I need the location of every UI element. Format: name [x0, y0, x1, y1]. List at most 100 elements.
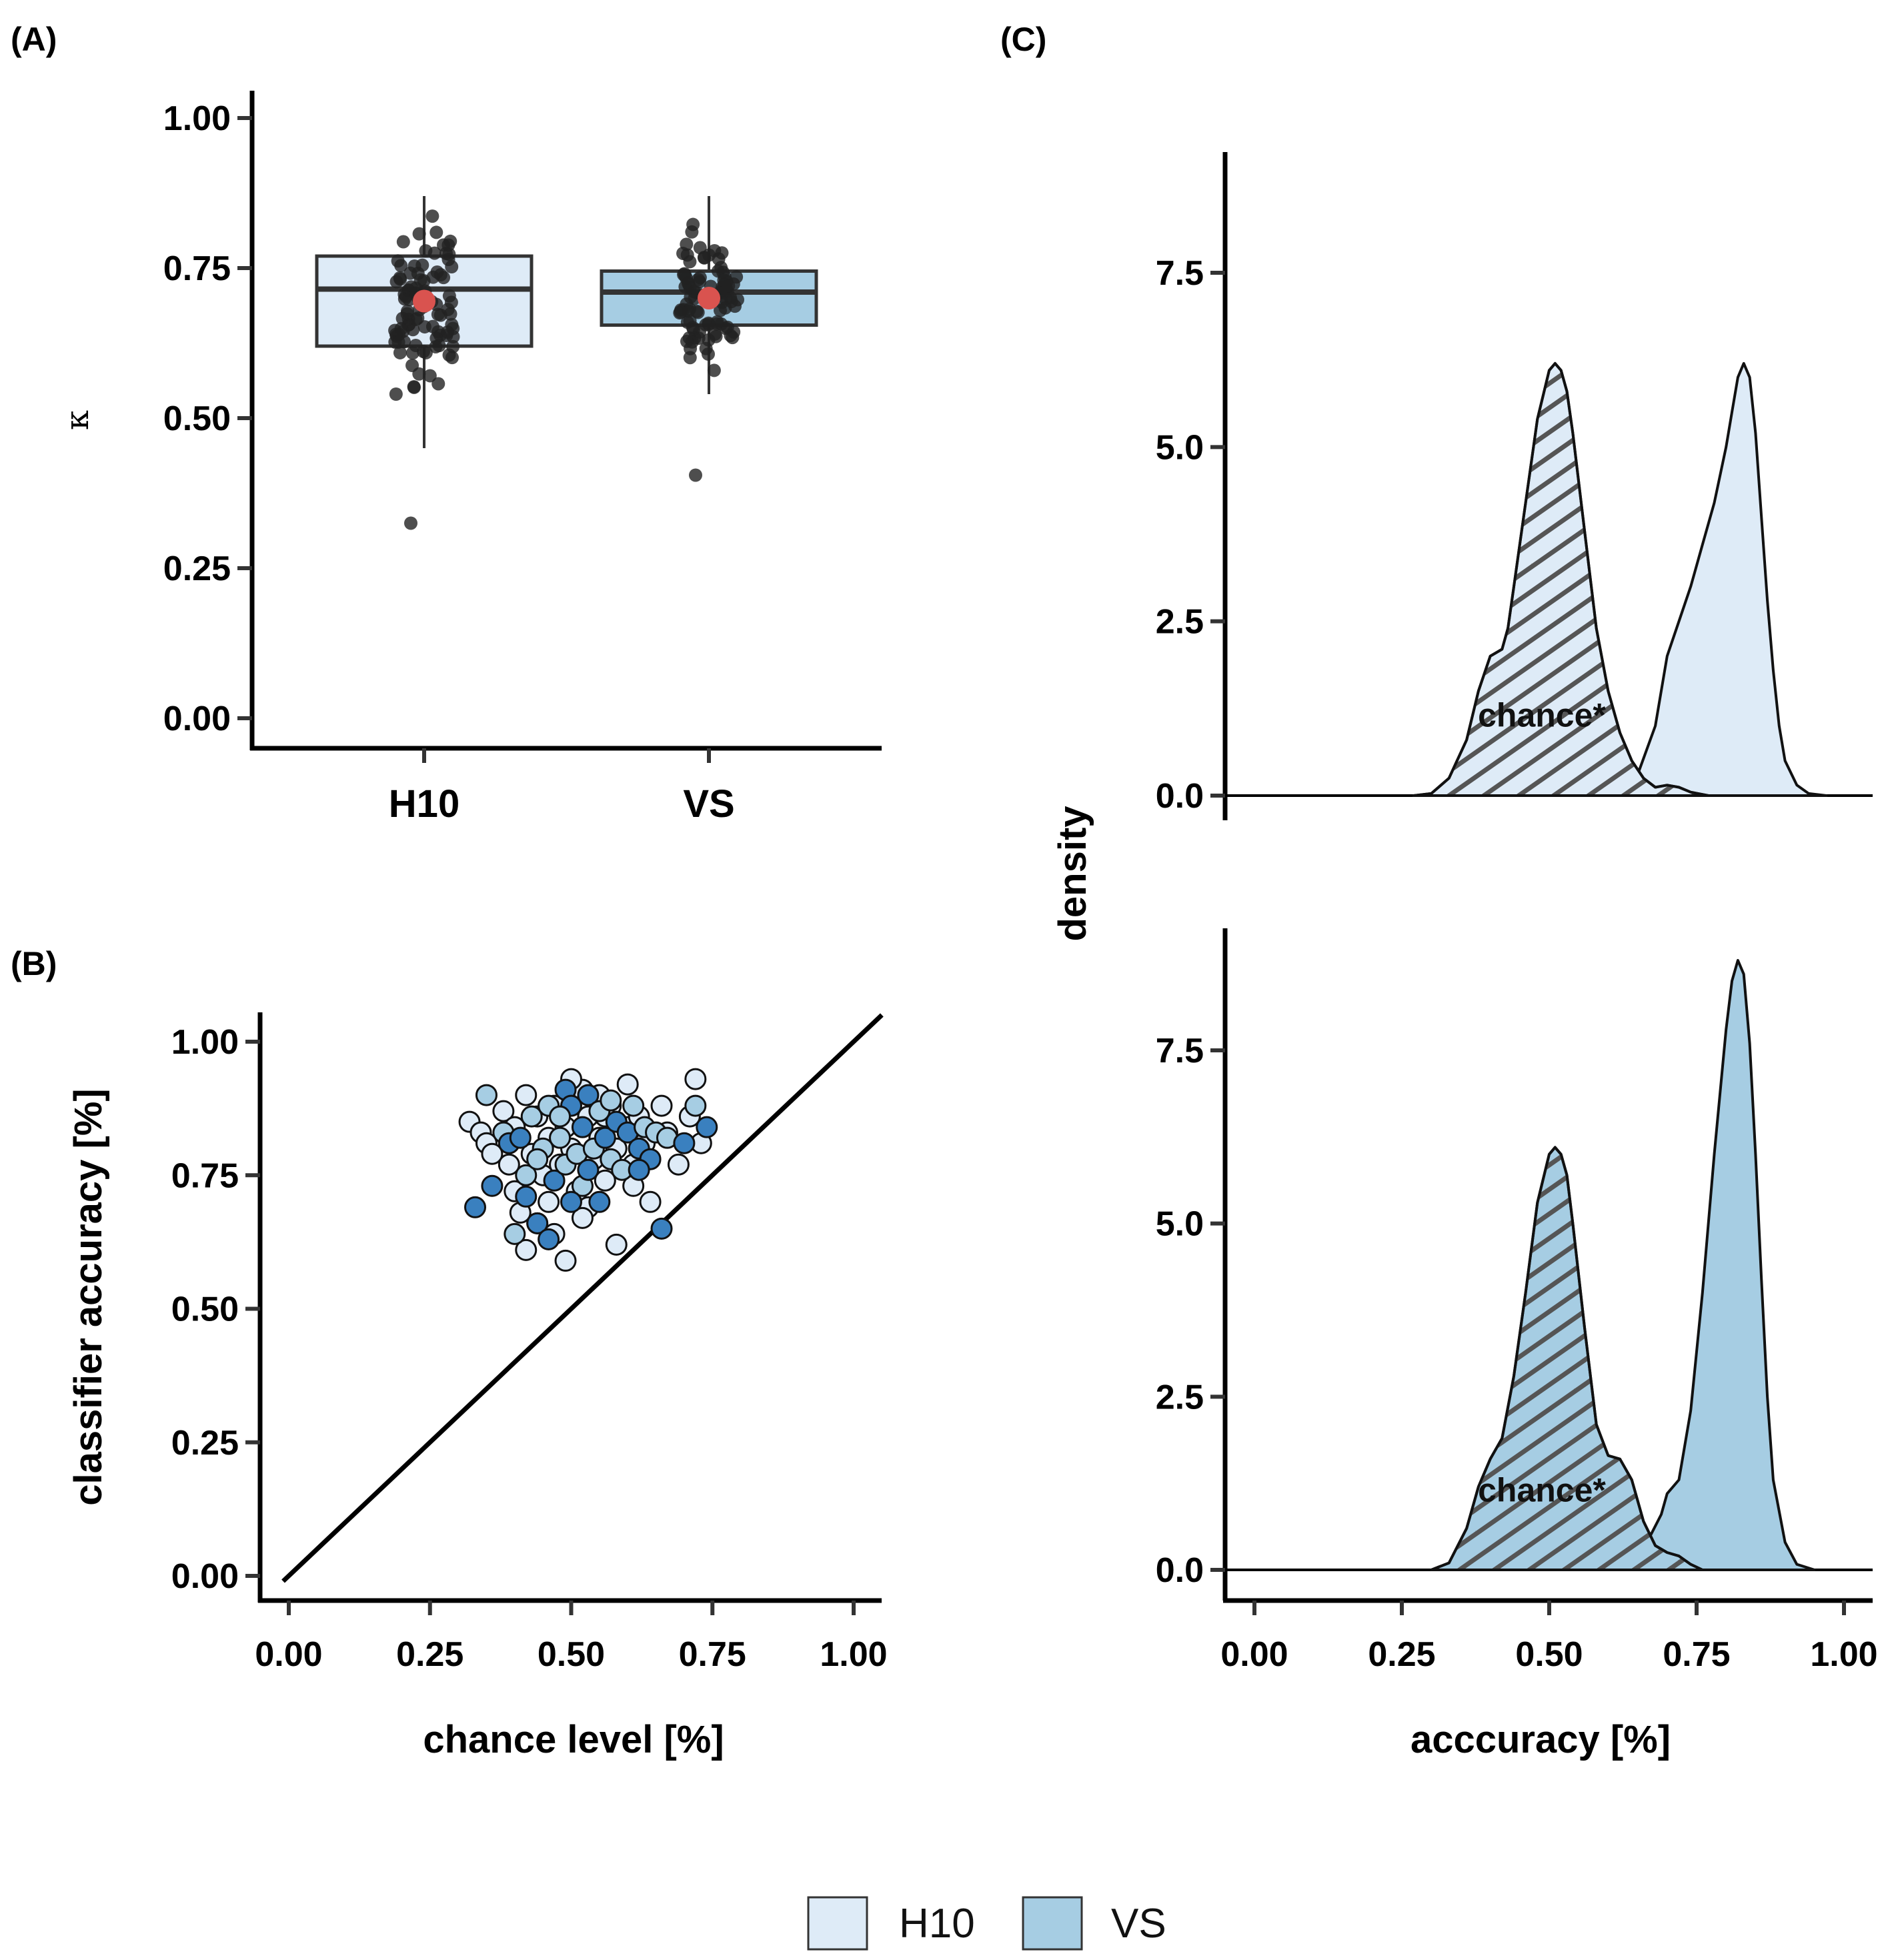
panel-b-scatter: 0.00 0.25 0.50 0.75 1.00 0.00 0.25 0.50 0.75 1.00…: [67, 1012, 888, 1761]
panel-c-y-tick-label: 2.5: [1156, 1378, 1204, 1416]
point-h10: [492, 1100, 515, 1122]
kappa-point: [714, 261, 728, 275]
point-h10: [605, 1233, 628, 1256]
panel-c-y-title: density: [1051, 806, 1094, 941]
panel-b-x-tick-label: 0.50: [538, 1635, 605, 1674]
mean-marker: [698, 287, 720, 309]
kappa-point: [429, 331, 443, 345]
panel-a-x-tick-label: H10: [389, 782, 459, 826]
kappa-point: [404, 516, 417, 530]
panel-b-y-tick-label: 0.00: [171, 1557, 239, 1596]
kappa-point: [396, 235, 410, 249]
kappa-point: [412, 227, 426, 241]
reference-line: [281, 1013, 884, 1583]
panel-b-marks: [281, 1013, 884, 1583]
point-vs: [504, 1222, 526, 1245]
kappa-point: [698, 251, 712, 265]
point-h10: [650, 1094, 673, 1117]
point-h10: [481, 1142, 504, 1165]
point-vs: [526, 1212, 549, 1234]
point-vs: [481, 1174, 504, 1197]
panel-b-x-tick-label: 0.25: [396, 1635, 463, 1674]
kappa-point: [446, 339, 460, 353]
kappa-point: [702, 316, 716, 330]
point-h10: [639, 1190, 662, 1213]
legend-label-h10: H10: [899, 1901, 975, 1947]
point-vs: [600, 1089, 622, 1112]
kappa-point: [441, 238, 455, 252]
point-vs: [560, 1190, 582, 1213]
point-vs: [543, 1169, 566, 1192]
point-vs: [538, 1228, 560, 1250]
kappa-point: [407, 259, 421, 273]
kappa-point: [391, 335, 405, 349]
kappa-point: [680, 315, 694, 329]
panel-c-x-tick-label: 0.00: [1220, 1635, 1288, 1674]
kappa-point: [407, 380, 421, 394]
point-h10: [498, 1153, 520, 1176]
point-h10: [594, 1169, 616, 1192]
kappa-point: [715, 246, 729, 260]
point-vs: [696, 1116, 718, 1138]
panel-c-x-title: acccuracy [%]: [1410, 1718, 1671, 1761]
mean-marker: [413, 289, 435, 313]
kappa-point: [683, 280, 697, 294]
point-vs: [549, 1105, 572, 1128]
panel-a-boxplot: 0.00 0.25 0.50 0.75 1.00 H10 VS κ: [59, 91, 882, 826]
kappa-point: [405, 346, 419, 360]
panel-a-axes: 0.00 0.25 0.50 0.75 1.00 H10 VS: [163, 91, 882, 826]
panel-c-x-tick-label: 0.75: [1663, 1635, 1730, 1674]
point-vs: [464, 1196, 487, 1218]
kappa-point: [419, 345, 433, 359]
point-h10: [554, 1249, 577, 1272]
kappa-point: [693, 241, 707, 255]
legend-label-vs: VS: [1111, 1901, 1166, 1947]
panel-b-x-tick-label: 0.00: [255, 1635, 322, 1674]
kappa-point: [406, 323, 420, 337]
panel-b-y-tick-label: 0.50: [171, 1290, 239, 1329]
panel-c-y-tick-label: 0.0: [1156, 1551, 1204, 1590]
point-vs: [673, 1132, 696, 1154]
kappa-point: [423, 369, 437, 383]
panel-a-y-tick-label: 0.75: [163, 249, 231, 288]
panel-a-x-tick-label: VS: [683, 782, 734, 826]
panel-a-label: (A): [11, 21, 57, 58]
point-vs: [515, 1164, 538, 1186]
density-classifier-vs: [1619, 959, 1816, 1571]
kappa-point: [701, 347, 715, 361]
panel-a-y-tick-label: 0.50: [163, 399, 231, 438]
panel-c-density: 0.0 2.5 5.0 7.5 0.0 2.5 5.0 7.5 0.00 0.25 0.50 0.75…: [1051, 152, 1878, 1761]
kappa-point: [683, 351, 697, 365]
kappa-point: [707, 363, 721, 377]
point-h10: [515, 1238, 538, 1261]
kappa-point: [430, 265, 444, 279]
kappa-point: [714, 317, 728, 331]
point-h10: [667, 1153, 690, 1176]
point-h10: [684, 1068, 707, 1090]
panel-c-y-tick-label: 5.0: [1156, 428, 1204, 467]
kappa-point: [412, 367, 426, 381]
kappa-point: [425, 209, 439, 223]
kappa-point: [674, 305, 688, 319]
panel-b-label: (B): [11, 945, 57, 982]
panel-b-y-tick-label: 1.00: [171, 1023, 239, 1062]
kappa-point: [722, 279, 736, 293]
point-h10: [571, 1206, 594, 1229]
panel-b-x-tick-label: 0.75: [679, 1635, 746, 1674]
density-classifier-h10: [1607, 361, 1828, 797]
kappa-point: [391, 254, 405, 268]
panel-b-x-tick-label: 1.00: [820, 1635, 887, 1674]
kappa-point: [446, 330, 460, 344]
panel-b-y-title: classifier accuracy [%]: [67, 1088, 110, 1505]
point-vs: [594, 1126, 616, 1149]
panel-c-x-tick-label: 0.25: [1368, 1635, 1435, 1674]
panel-a-y-tick-label: 1.00: [163, 99, 231, 138]
point-vs: [520, 1105, 543, 1128]
kappa-point: [444, 295, 458, 309]
legend-swatch-h10: [807, 1896, 868, 1951]
kappa-point: [431, 307, 445, 321]
point-vs: [577, 1084, 600, 1106]
point-vs: [650, 1217, 673, 1240]
panel-a-y-tick-label: 0.00: [163, 700, 231, 738]
